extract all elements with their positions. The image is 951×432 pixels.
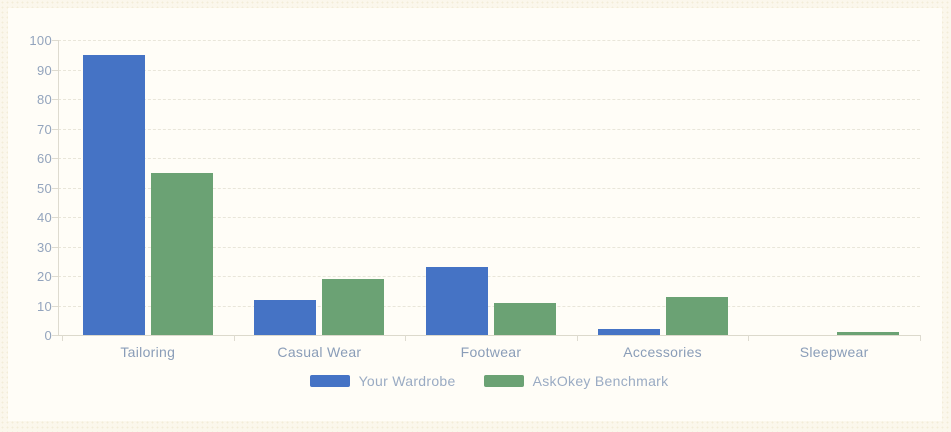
gridline-y-40 — [58, 217, 920, 218]
bar-your-wardrobe-tailoring — [82, 54, 145, 335]
gridline-y-20 — [58, 276, 920, 277]
legend-label-askokey-benchmark: AskOkey Benchmark — [532, 373, 669, 389]
bar-askokey-benchmark-accessories — [665, 296, 728, 335]
y-axis-line — [58, 40, 59, 335]
x-category-label-footwear: Footwear — [460, 344, 522, 360]
gridline-y-60 — [58, 158, 920, 159]
y-tick-mark-20 — [52, 276, 58, 277]
x-category-label-sleepwear: Sleepwear — [799, 344, 869, 360]
y-tick-label-20: 20 — [36, 269, 52, 284]
y-tick-label-100: 100 — [29, 33, 52, 48]
y-tick-mark-40 — [52, 217, 58, 218]
x-category-label-accessories: Accessories — [623, 344, 702, 360]
legend-swatch-your-wardrobe-icon — [309, 375, 350, 387]
y-tick-mark-80 — [52, 99, 58, 100]
y-tick-label-0: 0 — [44, 328, 52, 343]
gridline-y-50 — [58, 187, 920, 189]
y-tick-mark-100 — [52, 40, 58, 41]
x-tick-mark-2 — [405, 335, 407, 341]
gridline-y-80 — [58, 99, 920, 100]
gridline-y-100 — [58, 40, 920, 41]
legend-label-your-wardrobe: Your Wardrobe — [358, 373, 456, 389]
y-tick-label-50: 50 — [36, 180, 52, 196]
y-tick-mark-70 — [52, 128, 58, 130]
y-tick-label-70: 70 — [36, 121, 52, 137]
y-tick-label-90: 90 — [36, 62, 52, 78]
y-tick-mark-10 — [52, 305, 58, 307]
legend-item-askokey-benchmark[interactable]: AskOkey Benchmark — [483, 373, 669, 389]
bar-askokey-benchmark-sleepwear — [837, 332, 900, 335]
y-tick-label-60: 60 — [36, 151, 52, 166]
bar-askokey-benchmark-tailoring — [150, 172, 213, 335]
bar-your-wardrobe-casual-wear — [254, 299, 317, 335]
y-tick-label-80: 80 — [36, 92, 52, 107]
y-tick-mark-50 — [52, 187, 58, 189]
gridline-y-70 — [58, 128, 920, 130]
y-tick-label-10: 10 — [36, 298, 52, 314]
legend-swatch-askokey-benchmark-icon — [483, 375, 524, 387]
x-category-label-casual-wear: Casual Wear — [277, 344, 362, 360]
y-tick-label-30: 30 — [36, 239, 52, 255]
x-tick-mark-4 — [748, 335, 750, 341]
x-tick-mark-1 — [233, 335, 235, 341]
y-tick-mark-90 — [52, 69, 58, 71]
bar-your-wardrobe-accessories — [597, 329, 660, 335]
bar-askokey-benchmark-casual-wear — [322, 278, 385, 335]
x-tick-mark-5 — [920, 335, 921, 341]
y-tick-label-40: 40 — [36, 210, 52, 225]
gridline-y-30 — [58, 246, 920, 248]
x-category-label-tailoring: Tailoring — [120, 344, 176, 360]
y-tick-mark-0 — [52, 335, 58, 336]
x-tick-mark-3 — [576, 335, 578, 341]
gridline-y-90 — [58, 69, 920, 71]
x-tick-mark-0 — [62, 335, 63, 341]
bar-askokey-benchmark-footwear — [494, 302, 556, 335]
y-tick-mark-30 — [52, 246, 58, 248]
gridline-y-10 — [58, 305, 920, 307]
bar-your-wardrobe-footwear — [426, 267, 488, 335]
legend-item-your-wardrobe[interactable]: Your Wardrobe — [309, 373, 456, 389]
y-tick-mark-60 — [52, 158, 58, 159]
gridline-y-0 — [58, 335, 920, 336]
chart-legend: Your Wardrobe AskOkey Benchmark — [58, 373, 920, 389]
